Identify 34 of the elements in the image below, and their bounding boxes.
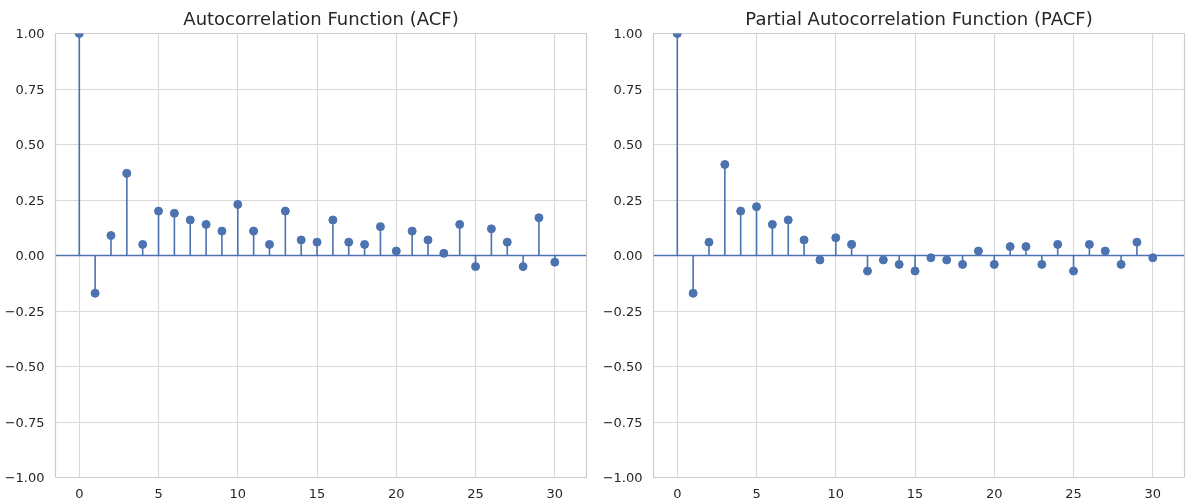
y-tick-label: 0.50 [15,137,45,152]
y-tick-label: 0.00 [613,248,643,263]
y-tick-label: −1.00 [602,470,643,485]
y-tick-label: −0.50 [602,359,643,374]
y-tick-label: 0.25 [613,192,643,208]
y-tick-label: −0.25 [602,303,643,319]
x-tick-label: 30 [1144,485,1162,501]
x-tick-label: 20 [388,485,405,501]
y-tick-label: −0.25 [4,303,45,319]
y-tick-label: −0.50 [4,359,45,374]
y-tick-label: 0.75 [613,81,643,97]
y-tick-label: −0.75 [602,414,643,430]
x-tick-label: 10 [229,485,247,501]
x-tick-label: 10 [827,485,845,501]
y-tick-label: 1.00 [613,26,643,41]
x-tick-label: 20 [986,485,1003,501]
x-tick-label: 0 [75,485,84,501]
x-tick-label: 5 [752,485,761,501]
y-tick-label: 0.75 [15,81,45,97]
y-tick-label: 0.25 [15,192,45,208]
x-tick-label: 25 [467,485,484,501]
y-tick-label: −0.75 [4,414,45,430]
x-tick-label: 5 [154,485,163,501]
chart-title: Autocorrelation Function (ACF) [183,7,459,29]
x-tick-label: 15 [906,485,924,501]
y-tick-label: 0.00 [15,248,45,263]
y-tick-label: 0.50 [613,137,643,152]
x-tick-label: 0 [673,485,682,501]
y-tick-label: −1.00 [4,470,45,485]
x-tick-label: 25 [1065,485,1082,501]
x-tick-label: 15 [308,485,326,501]
y-tick-label: 1.00 [15,26,45,41]
x-tick-label: 30 [546,485,564,501]
chart-title: Partial Autocorrelation Function (PACF) [745,7,1093,29]
